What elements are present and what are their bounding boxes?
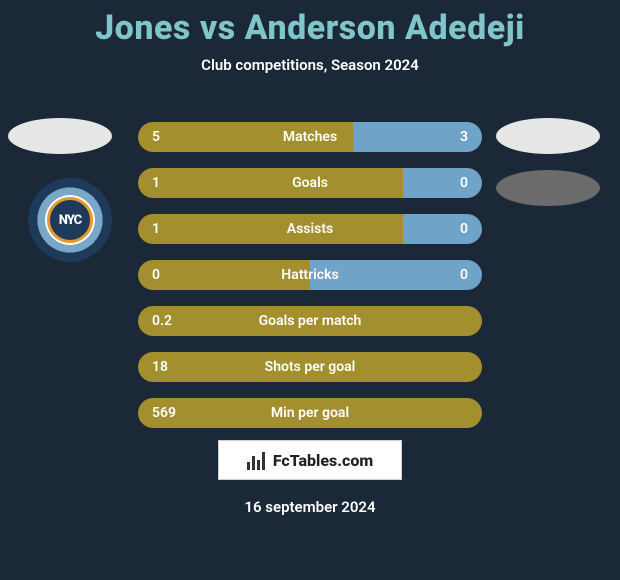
player-right-flag-icon-1 (496, 118, 600, 154)
page-subtitle: Club competitions, Season 2024 (0, 56, 620, 74)
page-title: Jones vs Anderson Adedeji (0, 0, 620, 48)
player-left-flag-icon (8, 118, 112, 154)
stat-label: Hattricks (138, 260, 482, 290)
player-right-flag-icon-2 (496, 170, 600, 206)
stat-row: 18Shots per goal (138, 352, 482, 382)
stat-row: 0.2Goals per match (138, 306, 482, 336)
stat-label: Min per goal (138, 398, 482, 428)
comparison-bars: 53Matches 10Goals 10Assists 00Hattricks 0.2G… (138, 122, 482, 444)
stat-row: 53Matches (138, 122, 482, 152)
stat-label: Goals (138, 168, 482, 198)
club-crest-icon: NYC (28, 178, 112, 262)
stat-label: Goals per match (138, 306, 482, 336)
site-name: FcTables.com (273, 451, 373, 470)
stat-row: 569Min per goal (138, 398, 482, 428)
stat-label: Matches (138, 122, 482, 152)
stat-row: 00Hattricks (138, 260, 482, 290)
bar-chart-icon (247, 450, 267, 470)
stat-label: Assists (138, 214, 482, 244)
stat-row: 10Assists (138, 214, 482, 244)
stat-label: Shots per goal (138, 352, 482, 382)
footer-date: 16 september 2024 (0, 498, 620, 516)
site-logo: FcTables.com (218, 440, 402, 480)
stat-row: 10Goals (138, 168, 482, 198)
club-crest-monogram: NYC (47, 197, 93, 243)
